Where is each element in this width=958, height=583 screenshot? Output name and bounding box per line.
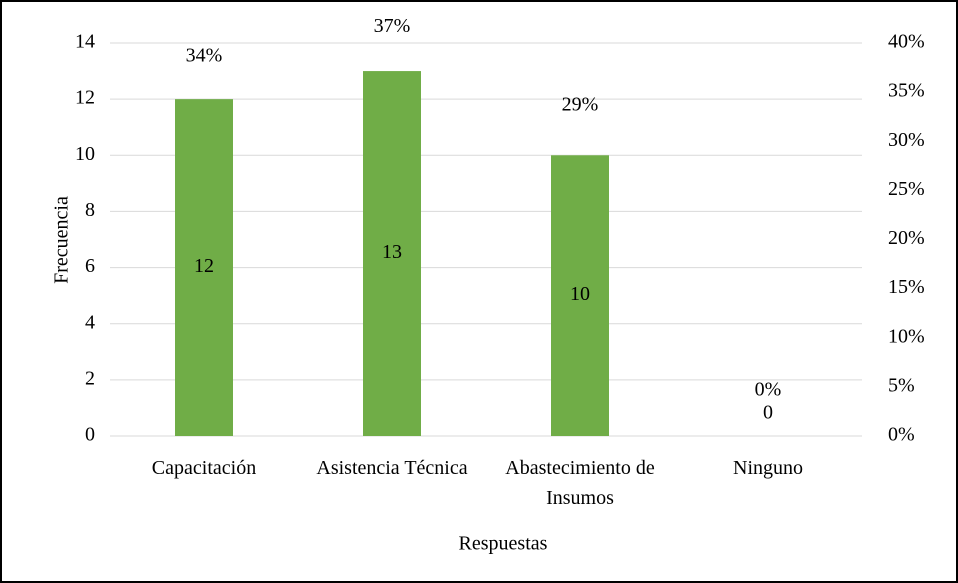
percent-label: 29%	[562, 94, 599, 116]
y2-tick-label: 0%	[888, 424, 915, 446]
value-label: 12	[194, 255, 214, 277]
x-axis-title: Respuestas	[459, 533, 548, 555]
y-tick-label: 6	[85, 255, 95, 277]
y2-tick-label: 35%	[888, 80, 925, 102]
y2-tick-label: 30%	[888, 129, 925, 151]
y-tick-label: 0	[85, 424, 95, 446]
value-label: 0	[763, 402, 773, 424]
bar	[363, 71, 421, 437]
y-tick-label: 2	[85, 367, 95, 389]
x-tick-label: Capacitación	[151, 457, 257, 479]
percent-label: 37%	[374, 15, 411, 37]
value-label: 10	[570, 283, 590, 305]
y-tick-label: 10	[75, 143, 95, 165]
percent-label: 0%	[755, 379, 782, 401]
y2-tick-label: 10%	[888, 325, 925, 347]
percent-label: 34%	[186, 45, 223, 67]
y-tick-label: 4	[85, 311, 95, 333]
y-tick-label: 12	[75, 87, 95, 109]
y2-tick-label: 5%	[888, 374, 915, 396]
y-tick-label: 14	[75, 31, 95, 53]
y2-tick-label: 15%	[888, 276, 925, 298]
x-tick-label: Asistencia Técnica	[316, 457, 468, 479]
y-axis-title: Frecuencia	[51, 196, 73, 284]
x-tick-label: Ninguno	[733, 457, 803, 479]
y2-tick-label: 20%	[888, 227, 925, 249]
y2-tick-label: 40%	[888, 31, 925, 53]
bar	[551, 155, 609, 437]
y2-tick-label: 25%	[888, 178, 925, 200]
y-tick-label: 8	[85, 199, 95, 221]
bar	[175, 99, 233, 437]
value-label: 13	[382, 241, 402, 263]
x-tick-label: Abastecimiento de Insumos	[505, 457, 655, 509]
